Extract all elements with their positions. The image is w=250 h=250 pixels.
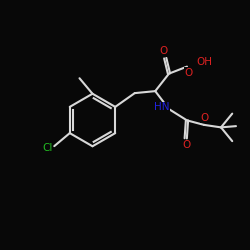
- Text: HN: HN: [154, 102, 169, 112]
- Text: O: O: [183, 140, 191, 150]
- Text: O: O: [160, 46, 168, 56]
- Text: OH: OH: [196, 57, 212, 67]
- Text: O: O: [200, 113, 208, 123]
- Text: Cl: Cl: [42, 143, 52, 153]
- Text: O: O: [184, 68, 192, 78]
